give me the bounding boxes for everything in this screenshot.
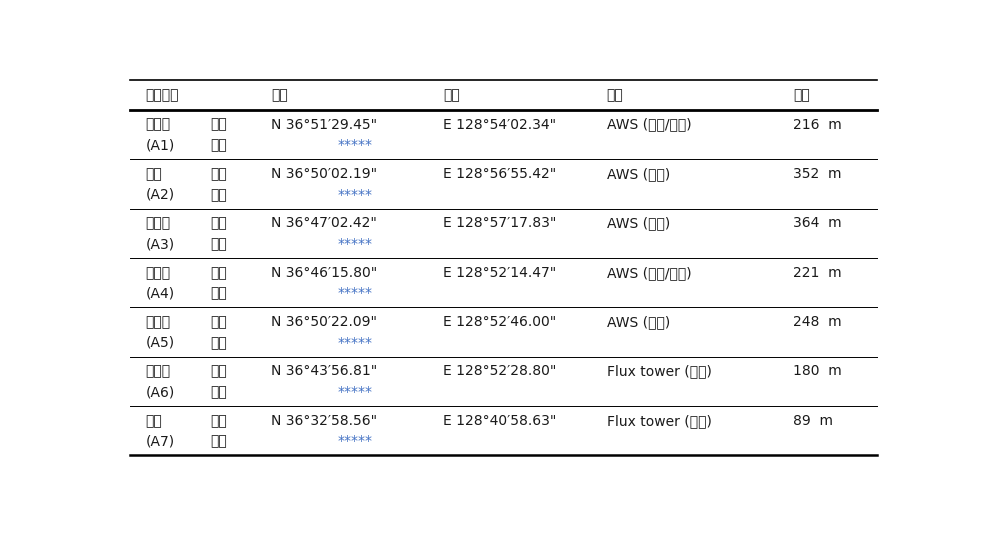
Text: 352  m: 352 m (793, 167, 841, 181)
Text: 관측지점: 관측지점 (145, 88, 179, 102)
Text: 180  m: 180 m (793, 364, 842, 378)
Text: (A1): (A1) (145, 138, 175, 153)
Text: E 128°40′58.63": E 128°40′58.63" (442, 414, 556, 428)
Text: 주소: 주소 (210, 286, 227, 300)
Text: Flux tower (지상): Flux tower (지상) (607, 364, 712, 378)
Text: 상리: 상리 (145, 167, 162, 181)
Text: AWS (지상): AWS (지상) (607, 216, 669, 230)
Text: E 128°52′46.00": E 128°52′46.00" (442, 315, 556, 329)
Text: N 36°51′29.45": N 36°51′29.45" (271, 118, 377, 132)
Text: 옥동: 옥동 (145, 414, 162, 428)
Text: 위치: 위치 (210, 315, 227, 329)
Text: 위치: 위치 (210, 216, 227, 230)
Text: 도천리: 도천리 (145, 118, 171, 132)
Text: 위도: 위도 (271, 88, 288, 102)
Text: N 36°32′58.56": N 36°32′58.56" (271, 414, 377, 428)
Text: 가송리: 가송리 (145, 266, 171, 280)
Text: (A4): (A4) (145, 286, 175, 300)
Text: 고도: 고도 (793, 88, 810, 102)
Text: 경도: 경도 (442, 88, 460, 102)
Text: (A3): (A3) (145, 237, 175, 251)
Text: AWS (옥상/지상): AWS (옥상/지상) (607, 118, 691, 132)
Text: 원천리: 원천리 (145, 364, 171, 378)
Text: N 36°47′02.42": N 36°47′02.42" (271, 216, 377, 230)
Text: (A6): (A6) (145, 385, 175, 399)
Text: 주소: 주소 (210, 336, 227, 350)
Text: *****: ***** (338, 336, 373, 350)
Text: 주소: 주소 (210, 385, 227, 399)
Text: 풍호리: 풍호리 (145, 315, 171, 329)
Text: 364  m: 364 m (793, 216, 841, 230)
Text: 남면리: 남면리 (145, 216, 171, 230)
Text: E 128°57′17.83": E 128°57′17.83" (442, 216, 556, 230)
Text: 위치: 위치 (210, 414, 227, 428)
Text: 주소: 주소 (210, 237, 227, 251)
Text: AWS (옥상/지상): AWS (옥상/지상) (607, 266, 691, 280)
Text: N 36°50′02.19": N 36°50′02.19" (271, 167, 377, 181)
Text: N 36°46′15.80": N 36°46′15.80" (271, 266, 377, 280)
Text: 주소: 주소 (210, 188, 227, 202)
Text: (A5): (A5) (145, 336, 175, 350)
Text: Flux tower (지상): Flux tower (지상) (607, 414, 712, 428)
Text: *****: ***** (338, 188, 373, 202)
Text: N 36°43′56.81": N 36°43′56.81" (271, 364, 377, 378)
Text: *****: ***** (338, 286, 373, 300)
Text: N 36°50′22.09": N 36°50′22.09" (271, 315, 377, 329)
Text: *****: ***** (338, 138, 373, 153)
Text: 216  m: 216 m (793, 118, 842, 132)
Text: 위치: 위치 (210, 118, 227, 132)
Text: *****: ***** (338, 385, 373, 399)
Text: 221  m: 221 m (793, 266, 841, 280)
Text: AWS (지상): AWS (지상) (607, 167, 669, 181)
Text: 주소: 주소 (210, 138, 227, 153)
Text: (A2): (A2) (145, 188, 175, 202)
Text: E 128°56′55.42": E 128°56′55.42" (442, 167, 556, 181)
Text: AWS (지상): AWS (지상) (607, 315, 669, 329)
Text: E 128°54′02.34": E 128°54′02.34" (442, 118, 556, 132)
Text: E 128°52′14.47": E 128°52′14.47" (442, 266, 556, 280)
Text: *****: ***** (338, 434, 373, 449)
Text: E 128°52′28.80": E 128°52′28.80" (442, 364, 556, 378)
Text: 위치: 위치 (210, 364, 227, 378)
Text: 위치: 위치 (210, 167, 227, 181)
Text: 위치: 위치 (210, 266, 227, 280)
Text: (A7): (A7) (145, 434, 175, 449)
Text: 주소: 주소 (210, 434, 227, 449)
Text: 248  m: 248 m (793, 315, 841, 329)
Text: *****: ***** (338, 237, 373, 251)
Text: 89  m: 89 m (793, 414, 834, 428)
Text: 구분: 구분 (607, 88, 623, 102)
